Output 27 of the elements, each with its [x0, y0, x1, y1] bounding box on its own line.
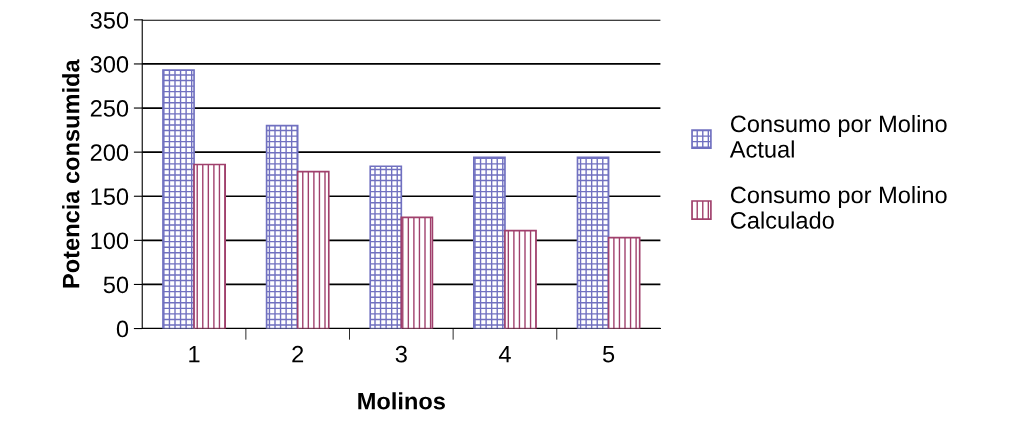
bar — [296, 170, 330, 329]
bar — [162, 69, 195, 329]
y-tick-label: 250 — [90, 100, 129, 117]
bar — [504, 229, 537, 329]
bar — [193, 163, 226, 329]
bar — [607, 236, 641, 329]
y-tick-label: 200 — [90, 144, 129, 161]
bar — [400, 216, 434, 329]
y-axis-title: Potencia consumida — [62, 59, 80, 288]
bar — [369, 165, 403, 329]
x-tick-label: 4 — [498, 346, 511, 363]
legend-label: Consumo por Molino Calculado — [730, 186, 947, 229]
y-tick-label: 100 — [91, 232, 129, 250]
y-tick-label: 50 — [103, 276, 129, 294]
x-tick-label: 3 — [395, 345, 407, 363]
x-tick-label: 5 — [602, 346, 615, 363]
bar — [473, 156, 506, 329]
y-tick-label: 150 — [91, 188, 129, 206]
x-tick-label: 1 — [189, 346, 200, 363]
x-axis-title: Molinos — [358, 392, 445, 410]
bar — [576, 156, 610, 329]
legend-label: Consumo por Molino Actual — [729, 114, 947, 158]
y-tick-label: 300 — [90, 56, 129, 73]
y-tick-label: 0 — [116, 320, 129, 338]
x-tick-label: 2 — [292, 345, 304, 363]
y-tick-label: 350 — [90, 11, 129, 29]
bar — [265, 124, 299, 329]
